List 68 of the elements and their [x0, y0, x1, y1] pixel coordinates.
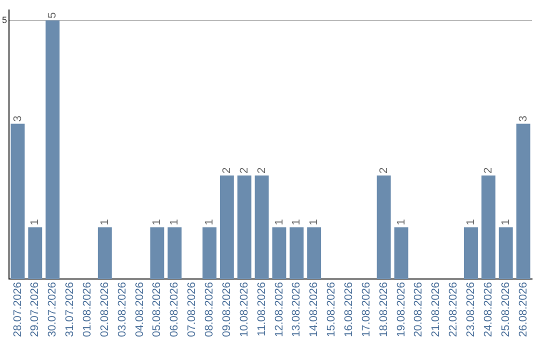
data-label: 2: [482, 167, 494, 174]
x-tick-label: 21.08.2026: [430, 282, 442, 338]
data-label: 1: [273, 219, 286, 226]
bar: [498, 227, 513, 279]
x-tick-label: 25.08.2026: [500, 282, 512, 338]
x-tick-label: 16.08.2026: [342, 282, 355, 338]
data-label: 1: [290, 219, 303, 226]
x-tick-label: 28.07.2026: [12, 282, 24, 338]
bar: [28, 227, 42, 279]
data-label: 5: [46, 12, 59, 18]
bar: [237, 176, 252, 279]
data-label: 2: [238, 167, 250, 174]
x-tick-label: 08.08.2026: [204, 282, 216, 338]
bar: [307, 227, 322, 279]
data-label: 1: [465, 219, 478, 226]
x-tick-label: 10.08.2026: [238, 282, 250, 338]
bar: [202, 227, 216, 279]
bar: [376, 176, 391, 279]
bar: [254, 176, 269, 279]
x-tick-label: 26.08.2026: [517, 282, 530, 338]
x-tick-label: 22.08.2026: [448, 282, 460, 338]
data-label: 2: [256, 167, 268, 174]
data-label: 1: [500, 219, 512, 226]
x-tick-label: 01.08.2026: [81, 282, 94, 338]
data-label: 1: [168, 219, 181, 226]
bar: [150, 227, 164, 279]
bar: [272, 227, 286, 279]
x-tick-label: 24.08.2026: [482, 282, 494, 338]
x-tick-label: 31.07.2026: [64, 282, 76, 338]
x-tick-label: 19.08.2026: [395, 282, 408, 338]
x-tick-label: 04.08.2026: [134, 282, 146, 338]
bar: [394, 227, 408, 279]
x-tick-label: 03.08.2026: [116, 282, 128, 338]
data-label: 2: [378, 167, 390, 174]
x-tick-label: 09.08.2026: [220, 282, 233, 338]
bar: [220, 176, 234, 279]
data-label: 1: [204, 219, 216, 226]
x-tick-label: 14.08.2026: [308, 282, 320, 338]
x-tick-label: 15.08.2026: [326, 282, 338, 338]
x-tick-label: 30.07.2026: [46, 282, 59, 338]
x-tick-label: 17.08.2026: [360, 282, 372, 338]
bar: [464, 227, 478, 279]
bar: [10, 124, 25, 279]
x-tick-label: 05.08.2026: [151, 282, 164, 338]
x-tick-label: 12.08.2026: [273, 282, 286, 338]
bar: [290, 227, 304, 279]
bar: [98, 227, 112, 279]
x-tick-label: 11.08.2026: [256, 282, 268, 336]
x-tick-label: 13.08.2026: [290, 282, 303, 338]
data-label: 1: [98, 219, 111, 226]
x-tick-label: 29.07.2026: [29, 282, 42, 338]
data-label: 3: [12, 116, 24, 122]
bar: [168, 227, 182, 279]
x-tick-label: 18.08.2026: [378, 282, 390, 338]
x-tick-label: 20.08.2026: [412, 282, 425, 338]
bar: [46, 20, 60, 279]
data-label: 1: [395, 219, 408, 226]
x-tick-label: 02.08.2026: [98, 282, 111, 338]
data-label: 1: [308, 219, 320, 226]
data-label: 3: [517, 116, 530, 122]
x-tick-label: 07.08.2026: [186, 282, 198, 338]
data-label: 1: [151, 219, 164, 226]
x-tick-label: 06.08.2026: [168, 282, 181, 338]
data-label: 2: [220, 167, 233, 174]
x-tick-label: 23.08.2026: [465, 282, 478, 338]
bar: [481, 176, 496, 279]
data-label: 1: [29, 219, 42, 226]
bar: [516, 124, 530, 279]
